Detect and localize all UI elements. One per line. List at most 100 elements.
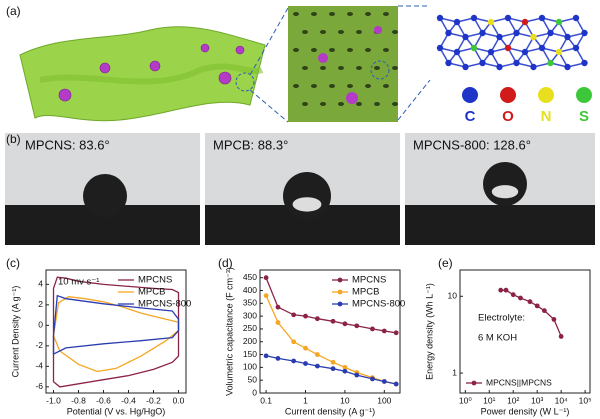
x-tick-label: -0.2 (146, 395, 161, 405)
data-point (275, 304, 281, 310)
pore (392, 30, 398, 34)
data-point (330, 366, 336, 372)
atom (453, 48, 461, 56)
element-ball (500, 87, 516, 103)
atom (530, 33, 537, 41)
y-tick-label: 0 (38, 320, 43, 330)
y-tick-label: 2 (38, 299, 43, 309)
atom (479, 29, 486, 37)
data-point (381, 379, 387, 384)
data-point (551, 317, 557, 322)
data-point (393, 381, 399, 387)
droplet-highlight (491, 185, 519, 199)
element-symbol: C (465, 108, 476, 125)
legend-marker (337, 289, 343, 295)
pore (347, 12, 353, 16)
charts: -1.0 -0.8 -0.6 -0.4 -0.2 0.0 -6 -4 -2 0 2 4 Potentia… (10, 267, 591, 416)
x-tick-label: -0.8 (71, 395, 86, 405)
plot-frame (459, 269, 591, 394)
panel-label: (d) (218, 256, 233, 270)
data-point (263, 275, 269, 281)
data-point (263, 293, 269, 299)
atom (470, 44, 478, 52)
atom (538, 14, 546, 22)
pore (320, 30, 326, 34)
y-axis-label: Volumetric capacitance (F cm⁻³) (224, 267, 234, 396)
x-tick-label: 10¹ (483, 395, 495, 405)
data-point (303, 361, 308, 366)
x-tick-label: -0.6 (96, 395, 111, 405)
legend-label: MPCNS (352, 275, 386, 286)
droplet (483, 162, 527, 206)
y-tick-label: 400 (243, 285, 257, 295)
data-point (503, 287, 509, 293)
x-tick-label: 1 (303, 395, 308, 405)
pore (383, 84, 389, 88)
contact-angle-photos: MPCNS: 83.6° MPCB: 88.3° MPCNS-800: 128.6° (5, 133, 595, 245)
data-point (263, 353, 269, 359)
atom (504, 14, 512, 22)
pore (374, 66, 380, 70)
legend-marker (471, 380, 477, 386)
x-tick-label: 0.1 (260, 395, 272, 405)
element-symbol: N (541, 108, 552, 125)
atom (513, 29, 520, 37)
data-point (275, 320, 281, 325)
data-point (354, 372, 360, 378)
pore (392, 102, 398, 106)
droplet-highlight (292, 197, 322, 212)
data-point (303, 313, 308, 319)
atom (581, 59, 588, 67)
x-tick-label: 10³ (531, 395, 543, 405)
droplet (83, 174, 127, 218)
data-point (510, 292, 516, 298)
zoom-image (288, 6, 398, 122)
atom (470, 14, 478, 22)
x-tick-label: 10⁴ (555, 395, 568, 405)
sheet-illustration (19, 26, 266, 122)
atom (572, 14, 580, 22)
atom (436, 14, 444, 22)
data-point (393, 330, 399, 336)
annotation: 10 mv s⁻¹ (58, 277, 99, 288)
atom (445, 29, 452, 37)
pore (347, 84, 353, 88)
panel-label: (c) (6, 256, 20, 270)
data-point (330, 359, 336, 365)
x-tick-label: 0.0 (173, 395, 185, 405)
atom (564, 63, 571, 71)
zoom-line (397, 79, 431, 121)
x-axis-label: Power density (W L⁻¹) (481, 406, 570, 416)
panel-label: (a) (6, 4, 21, 18)
data-point (275, 356, 281, 361)
y-tick-label: 50 (248, 374, 258, 384)
panel-label: (e) (438, 256, 453, 270)
x-tick-label: 10⁰ (459, 395, 472, 405)
pore (311, 12, 317, 16)
atom (479, 59, 486, 67)
atom (445, 59, 452, 67)
y-tick-label: 100 (243, 362, 257, 372)
pore (356, 102, 362, 106)
element-ball (462, 87, 478, 103)
pore (302, 66, 308, 70)
atom (496, 63, 503, 71)
atom (547, 29, 554, 37)
x-tick-label: 10 (340, 395, 350, 405)
data-point (314, 316, 320, 322)
y-tick-label: 300 (243, 310, 257, 320)
y-tick-label: 200 (243, 336, 257, 346)
y-tick-label: -6 (35, 381, 43, 391)
y-axis-label: Energy density (Wh L⁻¹) (424, 283, 434, 380)
data-point (370, 326, 375, 332)
pore (356, 66, 362, 70)
contact-angle-label: MPCNS-800: 128.6° (413, 137, 531, 152)
data-point (314, 363, 320, 369)
legend-marker (337, 277, 343, 283)
atom (436, 44, 444, 52)
pore (374, 102, 380, 106)
atom (581, 29, 588, 37)
data-point (342, 364, 348, 370)
data-point (342, 368, 348, 374)
